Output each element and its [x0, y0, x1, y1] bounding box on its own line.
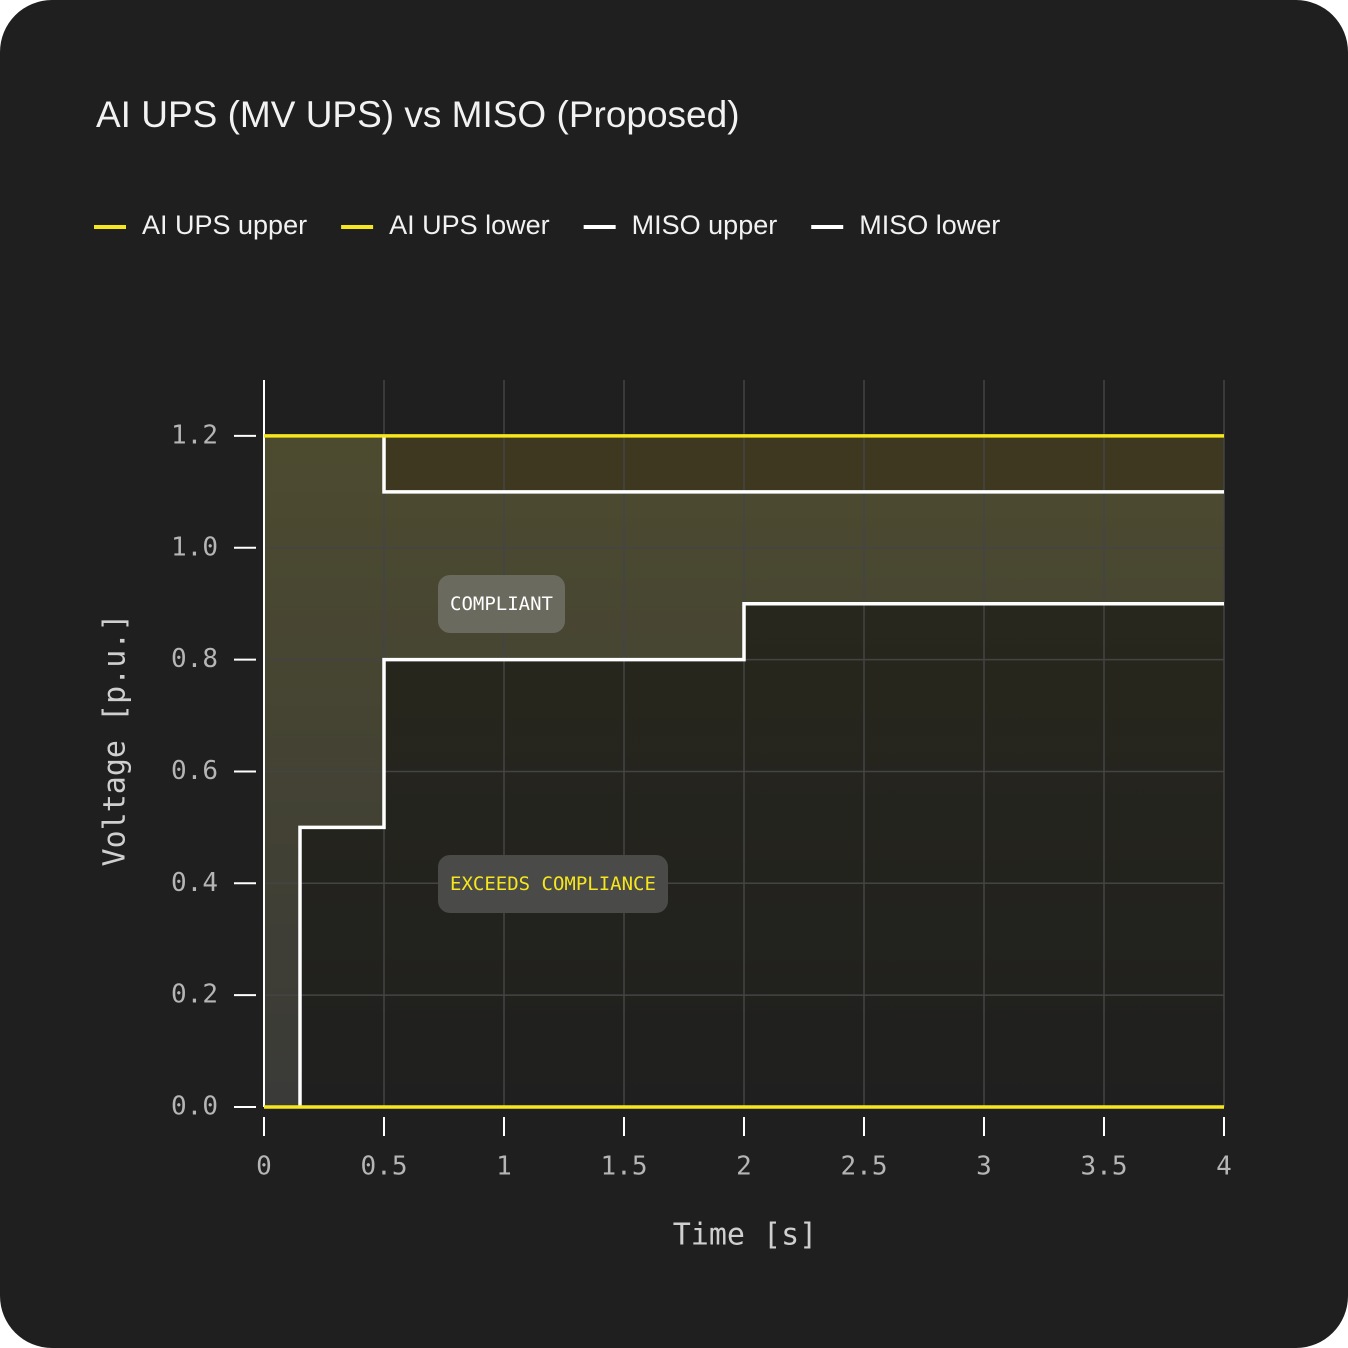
y-tick-label: 0.6 [171, 756, 218, 786]
legend-label: AI UPS lower [389, 210, 550, 240]
legend-label: AI UPS upper [142, 210, 307, 240]
x-tick-label: 4 [1216, 1152, 1232, 1182]
exceeds-label: EXCEEDS COMPLIANCE [438, 855, 668, 913]
y-tick-label: 1.0 [171, 532, 218, 562]
margin-area [384, 435, 1224, 492]
series-line [298, 601, 1224, 1107]
x-tick-label: 2.5 [841, 1152, 888, 1182]
y-tick-label: 0.8 [171, 644, 218, 674]
x-tick-label: 1 [496, 1152, 512, 1182]
x-tick-label: 3.5 [1081, 1152, 1128, 1182]
x-tick-label: 3 [976, 1152, 992, 1182]
y-tick-label: 1.2 [171, 420, 218, 450]
x-tick-label: 0.5 [361, 1152, 408, 1182]
y-tick-label: 0.4 [171, 868, 218, 898]
chart-title: AI UPS (MV UPS) vs MISO (Proposed) [96, 94, 740, 135]
series-line [382, 435, 1224, 494]
x-tick-label: 1.5 [601, 1152, 648, 1182]
y-tick-label: 0.2 [171, 980, 218, 1010]
compliant-label: COMPLIANT [438, 575, 565, 633]
x-tick-label: 0 [256, 1152, 272, 1182]
x-axis-label: Time [s] [673, 1218, 818, 1253]
x-tick-label: 2 [736, 1152, 752, 1182]
legend-label: MISO lower [859, 210, 1000, 240]
y-axis-label: Voltage [p.u.] [98, 614, 133, 867]
y-tick-label: 0.0 [171, 1092, 218, 1122]
legend-label: MISO upper [632, 210, 778, 240]
